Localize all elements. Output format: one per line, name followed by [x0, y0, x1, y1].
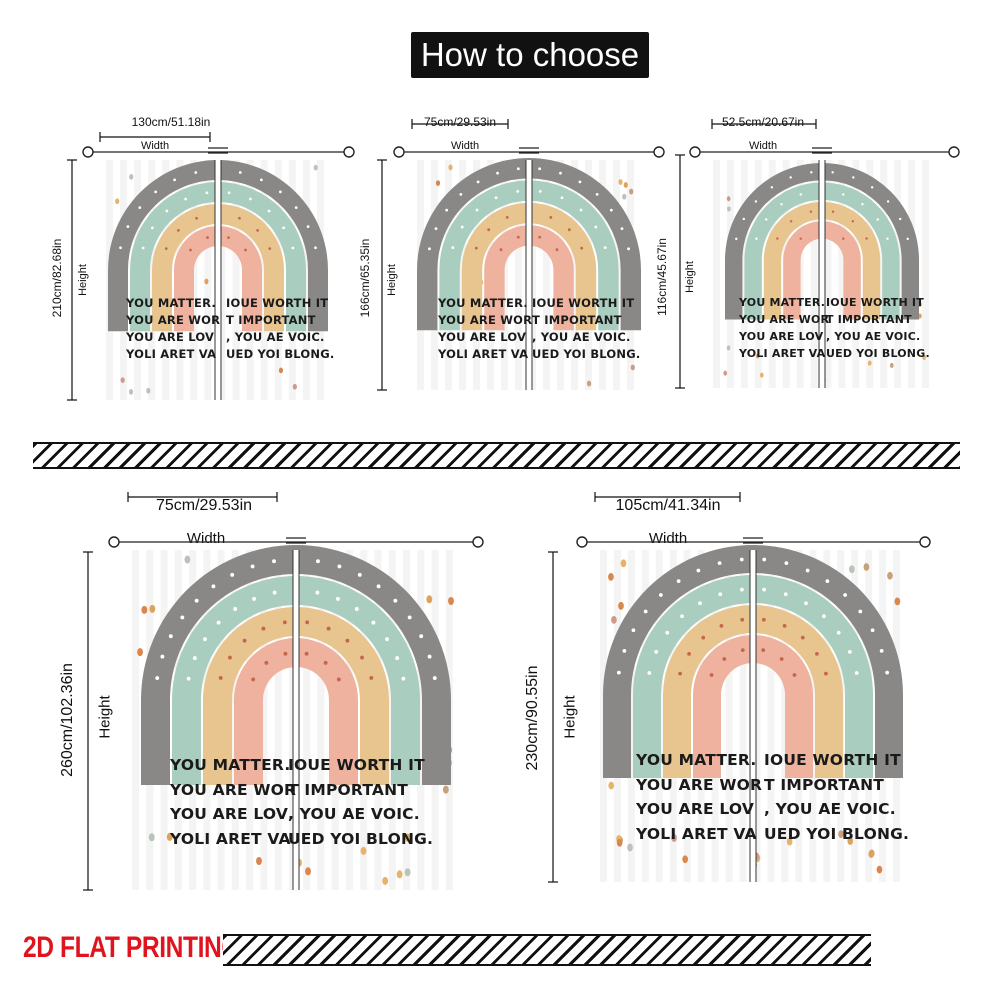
quote-text-left: YOU MATTER. YOU ARE WOR YOU ARE LOV YOLI AR… — [636, 751, 763, 843]
curtain-diagram-5: 105cm/41.34in Width 230cm/90.55in Height… — [524, 490, 965, 910]
quote-text-left: YOU MATTER. YOU ARE WOR YOU ARE LOV YOLI AR… — [170, 756, 297, 848]
footer-label: 2D FLAT PRINTING — [23, 931, 241, 964]
curtain-diagram-4: 75cm/29.53in Width 260cm/102.36in Height… — [59, 490, 500, 910]
height-dimension: 116cm/45.67in — [655, 238, 669, 316]
curtain-diagram-3: 52.5cm/20.67in Width 116cm/45.67in Heigh… — [655, 110, 968, 410]
width-label: Width — [450, 140, 480, 152]
quote-text-right: IOUE WORTH IT T IMPORTANT, YOU AE VOIC. UE… — [764, 751, 910, 843]
height-dimension: 260cm/102.36in — [59, 663, 76, 777]
width-label: Width — [140, 140, 170, 152]
width-label: Width — [748, 140, 778, 152]
width-dimension: 105cm/41.34in — [615, 497, 721, 514]
width-dimension: 52.5cm/20.67in — [721, 115, 805, 129]
quote-text-right: IOUE WORTH IT T IMPORTANT, YOU AE VOIC. UE… — [826, 296, 930, 360]
quote-text-left: YOU MATTER. YOU ARE WOR YOU ARE LOV YOLI AR… — [126, 296, 221, 361]
width-dimension: 75cm/29.53in — [155, 497, 253, 514]
curtain-diagram-1: 130cm/51.18in Width 210cm/82.68in Height… — [50, 110, 360, 410]
quote-text-right: IOUE WORTH IT T IMPORTANT, YOU AE VOIC. UE… — [532, 296, 641, 361]
quote-text-right: IOUE WORTH IT T IMPORTANT, YOU AE VOIC. UE… — [226, 296, 335, 361]
footer-hatch — [223, 934, 871, 966]
quote-text-left: YOU MATTER. YOU ARE WOR YOU ARE LOV YOLI AR… — [739, 296, 830, 360]
curtain-diagram-2: 75cm/29.53in Width 166cm/65.35in Height … — [358, 110, 670, 410]
width-label: Width — [648, 530, 688, 547]
height-dimension: 230cm/90.55in — [524, 665, 541, 771]
quote-text-left: YOU MATTER. YOU ARE WOR YOU ARE LOV YOLI AR… — [438, 296, 533, 361]
hatch-divider — [33, 442, 960, 469]
quote-text-right: IOUE WORTH IT T IMPORTANT, YOU AE VOIC. UE… — [288, 756, 434, 848]
width-label: Width — [186, 530, 226, 547]
width-dimension: 130cm/51.18in — [131, 115, 211, 129]
width-dimension: 75cm/29.53in — [423, 115, 497, 129]
page-title: How to choose — [411, 32, 649, 78]
